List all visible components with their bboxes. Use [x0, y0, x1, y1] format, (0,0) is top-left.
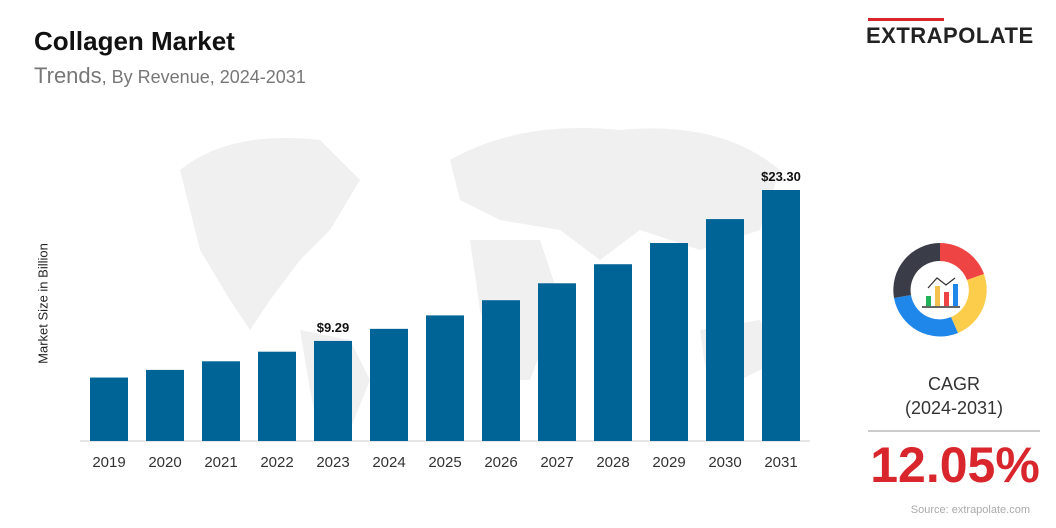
bar-2023	[314, 340, 352, 441]
x-tick-label: 2027	[540, 454, 573, 471]
x-tick-label: 2020	[148, 454, 181, 471]
x-tick-label: 2024	[372, 454, 405, 471]
logo-text: EXTRAPOLATE	[866, 23, 1034, 48]
x-tick-label: 2021	[204, 454, 237, 471]
x-tick-label: 2022	[260, 454, 293, 471]
bar-2025	[426, 315, 464, 441]
page-subtitle: Trends, By Revenue, 2024-2031	[34, 63, 306, 89]
x-tick-label: 2030	[708, 454, 741, 471]
x-tick-label: 2028	[596, 454, 629, 471]
page-title: Collagen Market	[34, 26, 235, 56]
bar-2020	[146, 369, 184, 441]
bar-2022	[258, 351, 296, 441]
x-tick-label: 2019	[92, 454, 125, 471]
logo-bar	[868, 18, 944, 21]
data-label: $9.29	[317, 320, 350, 335]
bar-2021	[202, 361, 240, 441]
subtitle-rest: , By Revenue, 2024-2031	[101, 67, 306, 87]
bar-2024	[370, 328, 408, 441]
y-axis-label: Market Size in Billion	[35, 243, 51, 364]
x-tick-label: 2031	[764, 454, 797, 471]
data-label: $23.30	[761, 169, 801, 184]
x-tick-label: 2029	[652, 454, 685, 471]
extrapolate-logo: EXTRAPOLATE	[866, 18, 1038, 49]
bar-2026	[482, 300, 520, 441]
bar-2019	[90, 377, 128, 441]
bar-2028	[594, 264, 632, 441]
bar-2031	[762, 190, 800, 441]
cagr-divider	[868, 430, 1040, 432]
cagr-label: CAGR (2024-2031)	[868, 372, 1040, 420]
cagr-value: 12.05%	[870, 437, 1040, 493]
x-tick-label: 2026	[484, 454, 517, 471]
x-tick-label: 2025	[428, 454, 461, 471]
bar-2030	[706, 219, 744, 441]
x-tick-label: 2023	[316, 454, 349, 471]
cagr-title: CAGR	[927, 374, 980, 394]
bar-2027	[538, 283, 576, 441]
bar-2029	[650, 243, 688, 441]
cagr-period: (2024-2031)	[904, 398, 1004, 418]
subtitle-lead: Trends	[34, 63, 102, 88]
source-note: Source: extrapolate.com	[910, 504, 1030, 516]
